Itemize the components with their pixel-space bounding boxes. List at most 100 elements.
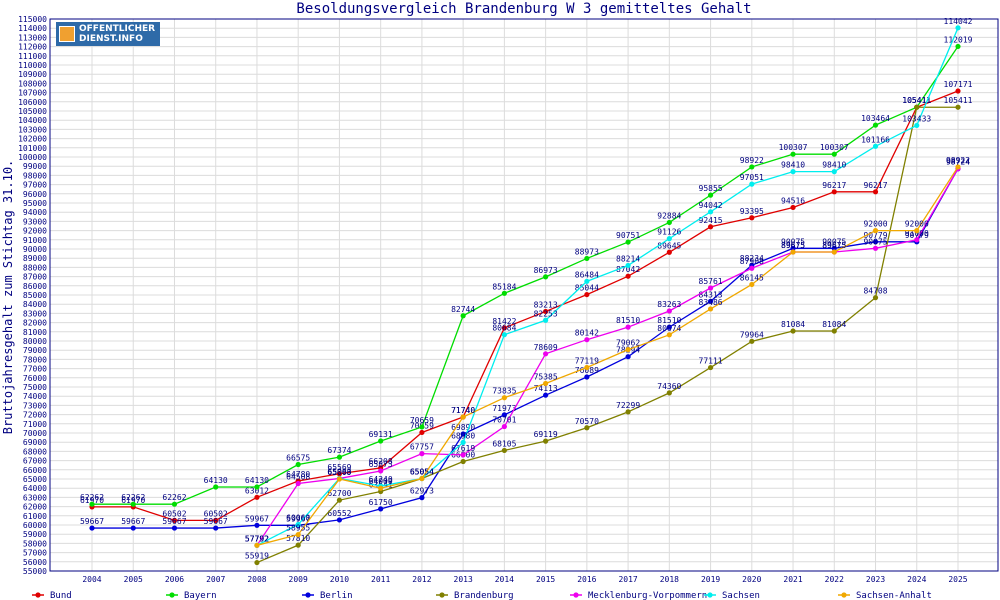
data-label: 62700 xyxy=(327,489,351,498)
y-tick-label: 95000 xyxy=(23,199,47,208)
data-label: 95855 xyxy=(699,184,723,193)
data-label: 67374 xyxy=(327,446,351,455)
data-label: 87042 xyxy=(616,265,640,274)
data-label: 89675 xyxy=(822,241,846,250)
data-label: 76089 xyxy=(575,366,599,375)
x-tick-label: 2022 xyxy=(825,575,844,584)
y-tick-label: 67000 xyxy=(23,457,47,466)
data-point xyxy=(872,122,879,128)
data-point xyxy=(749,338,755,344)
x-tick-label: 2024 xyxy=(907,575,926,584)
y-tick-label: 86000 xyxy=(23,282,47,291)
data-label: 105411 xyxy=(944,96,973,105)
data-label: 69119 xyxy=(534,430,558,439)
data-point xyxy=(749,265,755,271)
y-tick-label: 98000 xyxy=(23,171,47,180)
legend-marker xyxy=(841,592,847,598)
data-label: 74113 xyxy=(534,384,558,393)
chart-title: Besoldungsvergleich Brandenburg W 3 gemi… xyxy=(296,1,751,17)
data-label: 100307 xyxy=(820,143,849,152)
data-label: 64508 xyxy=(286,473,310,482)
y-tick-label: 57000 xyxy=(23,549,47,558)
data-point xyxy=(707,285,714,291)
x-tick-label: 2009 xyxy=(289,575,308,584)
legend-label: Berlin xyxy=(320,591,353,600)
data-label: 90075 xyxy=(822,237,846,246)
data-label: 96217 xyxy=(863,181,887,190)
y-tick-label: 78000 xyxy=(23,355,47,364)
series-brandenburg: 5591957810627006364165054669006810569119… xyxy=(245,96,973,566)
x-tick-label: 2011 xyxy=(371,575,390,584)
data-point xyxy=(419,495,425,501)
y-tick-label: 87000 xyxy=(23,273,47,282)
data-point xyxy=(501,325,507,331)
data-label: 64240 xyxy=(369,475,393,484)
y-tick-label: 65000 xyxy=(23,475,47,484)
data-label: 90779 xyxy=(863,231,887,240)
data-label: 64130 xyxy=(204,476,228,485)
data-point xyxy=(584,425,590,431)
data-label: 57792 xyxy=(245,534,269,543)
data-label: 72299 xyxy=(616,401,640,410)
data-point xyxy=(955,43,961,50)
plot-area xyxy=(49,18,999,572)
data-point xyxy=(501,423,507,430)
data-point xyxy=(543,392,549,398)
data-label: 78609 xyxy=(534,343,558,352)
y-tick-label: 110000 xyxy=(18,61,47,70)
y-tick-label: 107000 xyxy=(18,89,47,98)
data-label: 59667 xyxy=(121,517,145,526)
data-point xyxy=(749,181,755,187)
data-label: 81510 xyxy=(616,316,640,325)
data-label: 98724 xyxy=(946,158,970,167)
y-tick-label: 109000 xyxy=(18,70,47,79)
data-label: 88234 xyxy=(740,254,764,263)
data-point xyxy=(707,298,714,304)
legend-item-bayern: Bayern xyxy=(166,591,217,600)
y-tick-label: 74000 xyxy=(23,392,47,401)
data-point xyxy=(831,328,837,334)
data-point xyxy=(831,169,837,175)
data-point xyxy=(790,245,796,251)
data-point xyxy=(666,390,672,396)
data-point xyxy=(790,204,796,211)
data-point xyxy=(872,228,879,234)
data-point xyxy=(625,347,631,353)
series-sachsen-anhalt: 57792 58955 65000 64000 65054 71740 73835 75385… xyxy=(245,156,970,548)
data-point xyxy=(707,224,714,230)
data-label: 105411 xyxy=(902,96,931,105)
x-tick-label: 2025 xyxy=(948,575,967,584)
data-point xyxy=(584,364,590,371)
data-point xyxy=(501,447,507,454)
x-tick-label: 2010 xyxy=(330,575,349,584)
data-label: 86484 xyxy=(575,270,599,279)
data-label: 96217 xyxy=(822,181,846,190)
y-tick-label: 84000 xyxy=(23,300,47,309)
legend-marker xyxy=(439,592,445,598)
y-tick-label: 60000 xyxy=(23,521,47,530)
data-point xyxy=(254,542,260,548)
data-point xyxy=(914,237,920,243)
data-point xyxy=(831,189,837,195)
data-label: 71740 xyxy=(451,406,475,415)
data-point xyxy=(89,501,95,507)
data-label: 77111 xyxy=(699,357,723,366)
data-label: 65063 xyxy=(327,467,351,476)
y-tick-label: 58000 xyxy=(23,539,47,548)
data-label: 61970 xyxy=(80,496,104,505)
data-label: 71740 xyxy=(451,406,475,415)
data-label: 92000 xyxy=(905,220,929,229)
legend-item-mecklenburg-vorpommern: Mecklenburg-Vorpommern xyxy=(570,591,707,600)
data-label: 80684 xyxy=(492,324,516,333)
data-label: 81510 xyxy=(657,316,681,325)
y-tick-label: 61000 xyxy=(23,512,47,521)
data-label: 103433 xyxy=(902,114,931,123)
site-logo: OFFENTLICHER DIENST.INFO xyxy=(56,22,160,46)
legend-label: Sachsen xyxy=(722,591,760,600)
x-tick-label: 2006 xyxy=(165,575,184,584)
data-point xyxy=(831,151,837,157)
y-tick-label: 111000 xyxy=(18,52,47,61)
data-label: 97051 xyxy=(740,173,764,182)
series-line-bayern xyxy=(92,46,959,505)
y-tick-label: 68000 xyxy=(23,447,47,456)
